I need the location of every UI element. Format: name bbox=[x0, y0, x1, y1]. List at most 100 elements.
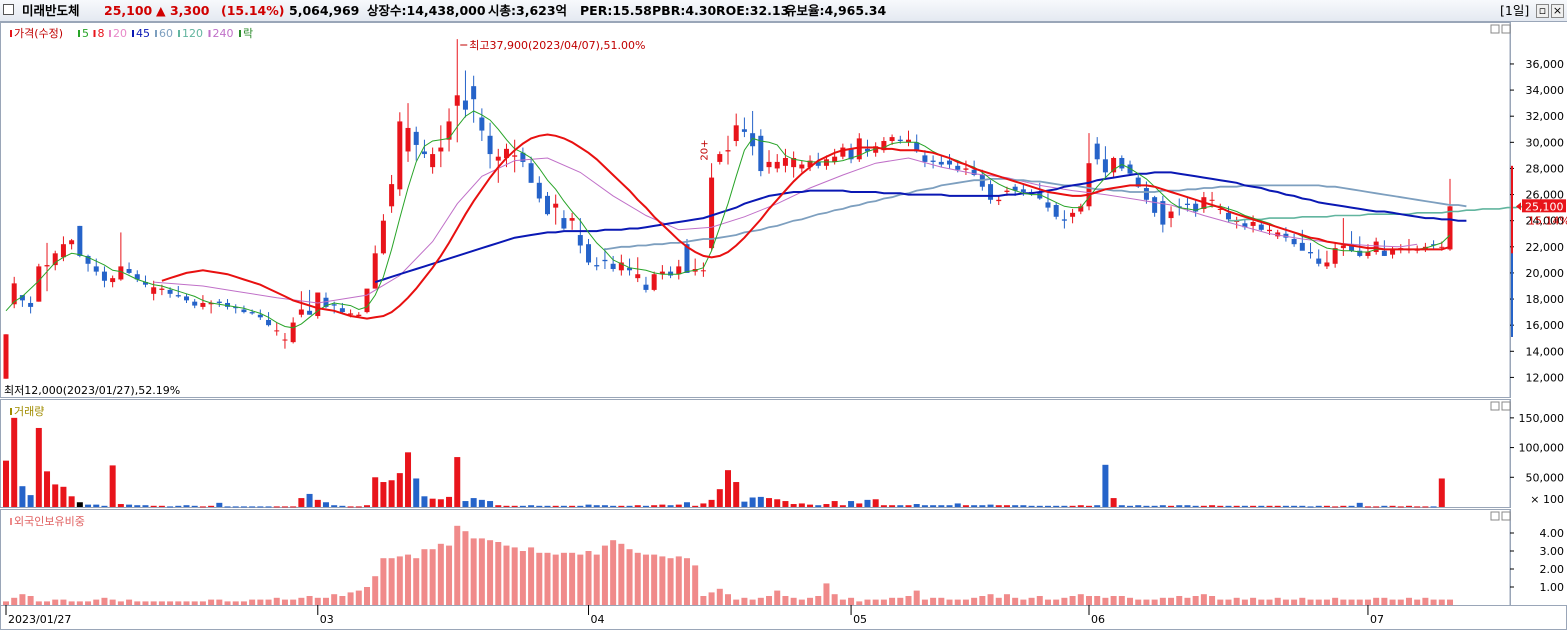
y-tick-label: 12,000 bbox=[1526, 371, 1565, 384]
candle bbox=[372, 253, 378, 289]
last-price-box bbox=[1522, 199, 1566, 213]
foreign-bar bbox=[388, 558, 395, 605]
volume-bar bbox=[913, 504, 920, 507]
candle bbox=[11, 283, 17, 305]
volume-bar bbox=[815, 505, 822, 507]
volume-bar bbox=[1422, 506, 1429, 508]
candle bbox=[659, 271, 665, 275]
foreign-bar bbox=[1364, 599, 1371, 605]
candle bbox=[1242, 223, 1248, 228]
candle bbox=[1324, 262, 1330, 267]
foreign-bar bbox=[183, 601, 190, 605]
foreign-bar bbox=[1282, 599, 1289, 605]
candle bbox=[52, 253, 58, 266]
pane-maximize-icon[interactable] bbox=[1501, 24, 1511, 34]
volume-bar bbox=[1020, 505, 1027, 507]
volume-bar bbox=[774, 499, 781, 507]
foreign-bar bbox=[642, 554, 649, 605]
candle bbox=[405, 127, 411, 152]
period-button[interactable]: [1일] bbox=[1500, 3, 1530, 18]
candle bbox=[503, 148, 509, 158]
volume-bar bbox=[380, 482, 387, 507]
candle bbox=[266, 319, 272, 326]
volume-bar bbox=[1266, 505, 1273, 507]
volume-bar bbox=[421, 496, 428, 507]
candle bbox=[438, 147, 444, 152]
close-icon[interactable]: × bbox=[1551, 4, 1564, 18]
foreign-bar bbox=[35, 601, 42, 605]
price-range-bar bbox=[1511, 253, 1513, 337]
volume-bar bbox=[938, 505, 945, 507]
volume-bar bbox=[396, 473, 403, 507]
candle bbox=[421, 151, 427, 155]
pane-minimize-icon[interactable] bbox=[1490, 24, 1500, 34]
y-tick-label: 28,000 bbox=[1526, 162, 1565, 175]
candle bbox=[175, 295, 181, 297]
foreign-bar bbox=[938, 597, 945, 605]
select-checkbox[interactable] bbox=[3, 4, 14, 15]
foreign-bar bbox=[872, 599, 879, 605]
volume-bar bbox=[470, 498, 477, 507]
volume-bar bbox=[1233, 505, 1240, 507]
volume-bar bbox=[1118, 505, 1125, 507]
foreign-bar bbox=[1110, 596, 1117, 605]
candle bbox=[430, 154, 436, 168]
volume-bar bbox=[199, 506, 206, 508]
foreign-bar bbox=[1250, 597, 1257, 605]
volume-bar bbox=[339, 505, 346, 507]
candle bbox=[167, 289, 173, 294]
pane-maximize-icon[interactable] bbox=[1501, 401, 1511, 411]
candle bbox=[930, 160, 936, 162]
pane-minimize-icon[interactable] bbox=[1490, 511, 1500, 521]
stock-chart[interactable]: 12,000 14,000 16,000 18,000 20,000 22,000 24,0… bbox=[0, 22, 1567, 630]
candle bbox=[389, 184, 395, 207]
foreign-bar bbox=[979, 596, 986, 605]
candle bbox=[216, 301, 222, 303]
foreign-bar bbox=[1405, 597, 1412, 605]
candle bbox=[1184, 203, 1190, 206]
candle bbox=[569, 218, 575, 221]
foreign-bar bbox=[429, 549, 436, 605]
pane-minimize-icon[interactable] bbox=[1490, 401, 1500, 411]
foreign-bar bbox=[191, 601, 198, 605]
volume-bar bbox=[839, 505, 846, 507]
foreign-bar bbox=[1127, 597, 1134, 605]
volume-bar bbox=[642, 505, 649, 507]
legend-swatch bbox=[78, 30, 80, 37]
volume-bar bbox=[1364, 506, 1371, 508]
volume-bar bbox=[1053, 505, 1060, 507]
restore-icon[interactable]: ▫ bbox=[1536, 4, 1549, 18]
pane-maximize-icon[interactable] bbox=[1501, 511, 1511, 521]
stock-name[interactable]: 미래반도체 bbox=[22, 3, 80, 18]
candle bbox=[914, 142, 920, 152]
foreign-bar bbox=[109, 599, 116, 605]
foreign-bar bbox=[675, 556, 682, 605]
candle bbox=[1160, 201, 1166, 225]
foreign-bar bbox=[651, 554, 658, 605]
candle bbox=[947, 160, 953, 165]
volume-bar bbox=[273, 506, 280, 508]
volume-bar bbox=[569, 505, 576, 507]
foreign-bar bbox=[446, 545, 453, 605]
y-tick-label: 2.00 bbox=[1540, 563, 1565, 576]
volume-bar bbox=[52, 484, 59, 507]
foreign-bar bbox=[905, 596, 912, 605]
foreign-bar bbox=[1381, 597, 1388, 605]
candle bbox=[454, 95, 460, 106]
foreign-bar bbox=[1307, 599, 1314, 605]
volume-bar bbox=[27, 495, 34, 507]
volume-bar bbox=[651, 505, 658, 507]
candle bbox=[520, 152, 526, 162]
volume-bar bbox=[1348, 505, 1355, 507]
volume-bar bbox=[864, 499, 871, 507]
volume-bar bbox=[749, 497, 756, 507]
candle bbox=[651, 274, 657, 290]
volume-bar bbox=[1036, 505, 1043, 507]
volume-bar bbox=[593, 505, 600, 507]
candle bbox=[750, 133, 756, 147]
candle bbox=[101, 271, 107, 281]
foreign-bar bbox=[1069, 596, 1076, 605]
candle bbox=[471, 86, 477, 100]
volume-bar bbox=[610, 505, 617, 507]
y-tick-label: 50,000 bbox=[1526, 471, 1565, 484]
